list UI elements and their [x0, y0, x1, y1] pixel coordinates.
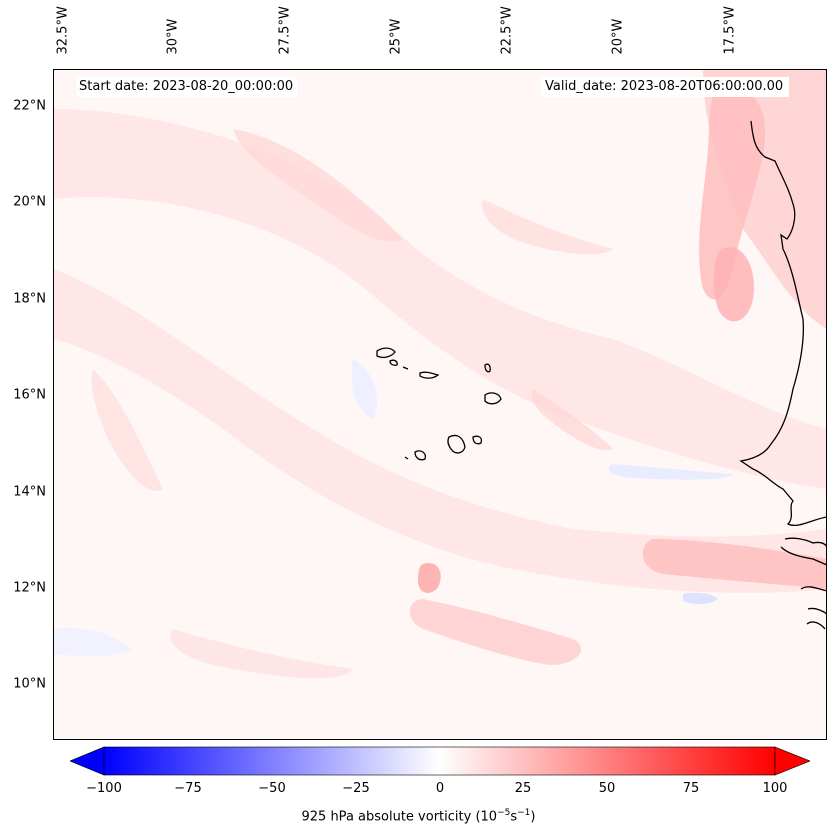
colorbar-extend-min — [70, 746, 105, 776]
colorbar-tick: −75 — [174, 781, 202, 796]
colorbar-tick: 75 — [682, 781, 700, 796]
start-date-label: Start date: 2023-08-20_00:00:00 — [77, 77, 298, 97]
lon-label-30w: 30°W — [165, 18, 181, 55]
lat-label-18n: 18°N — [13, 291, 46, 307]
lat-label-20n: 20°N — [13, 194, 46, 210]
lat-label-10n: 10°N — [13, 676, 46, 692]
colorbar-tick: 25 — [514, 781, 532, 796]
colorbar-title: 925 hPa absolute vorticity (10−5s−1) — [301, 808, 536, 825]
colorbar-tick: 50 — [598, 781, 616, 796]
lat-label-22n: 22°N — [13, 98, 46, 114]
lon-label-20w: 20°W — [610, 18, 626, 55]
vorticity-map — [53, 69, 827, 740]
colorbar-tick: −50 — [258, 781, 286, 796]
lon-label-27-5w: 27.5°W — [277, 6, 293, 55]
colorbar-gradient — [70, 746, 810, 776]
lon-label-32-5w: 32.5°W — [55, 6, 71, 55]
colorbar-tick: 0 — [435, 781, 445, 796]
lon-label-17-5w: 17.5°W — [722, 6, 738, 55]
colorbar-tick: −100 — [86, 781, 122, 796]
lat-label-16n: 16°N — [13, 387, 46, 403]
vorticity-field — [53, 69, 827, 740]
coastlines — [376, 120, 827, 630]
colorbar — [70, 745, 810, 777]
map-field — [53, 69, 827, 740]
valid-date-label: Valid_date: 2023-08-20T06:00:00.00 — [541, 77, 790, 97]
lon-label-22-5w: 22.5°W — [499, 6, 515, 55]
lat-label-12n: 12°N — [13, 580, 46, 596]
colorbar-tick: 100 — [762, 781, 788, 796]
colorbar-extend-max — [774, 746, 810, 776]
colorbar-tick: −25 — [342, 781, 370, 796]
lon-label-25w: 25°W — [388, 18, 404, 55]
lat-label-14n: 14°N — [13, 484, 46, 500]
